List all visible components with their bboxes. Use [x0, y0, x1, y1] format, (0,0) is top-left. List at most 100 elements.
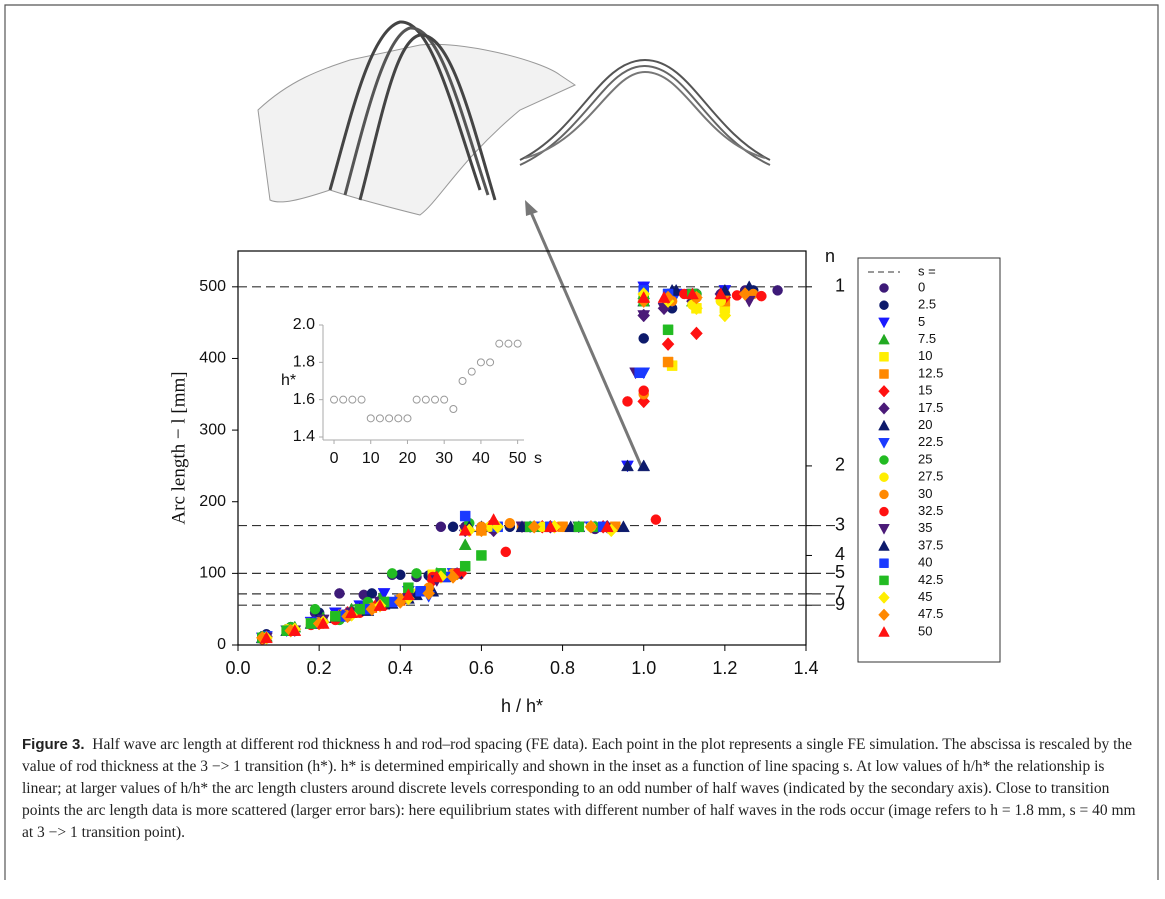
caption: Figure 3. Half wave arc length at differ… — [22, 734, 1147, 844]
legend-label: 35 — [918, 520, 932, 535]
marker — [501, 547, 511, 557]
y-tick-label: 400 — [199, 350, 226, 367]
inset-x-tick-label: 0 — [330, 450, 339, 467]
marker — [412, 568, 422, 578]
marker — [879, 403, 890, 415]
x-tick-label: 0.4 — [388, 658, 413, 678]
inset-y-title: h* — [281, 372, 296, 389]
marker — [460, 561, 470, 571]
marker — [355, 604, 365, 614]
marker — [663, 357, 673, 367]
inset-y-tick-label: 1.6 — [293, 391, 315, 408]
marker — [879, 420, 890, 430]
marker — [880, 352, 889, 361]
marker — [651, 515, 661, 525]
marker — [879, 627, 890, 637]
legend-label: 10 — [918, 348, 932, 363]
marker — [639, 386, 649, 396]
y2-axis-title: n — [825, 246, 835, 266]
y2-tick-label: 5 — [835, 562, 845, 582]
marker — [880, 490, 889, 499]
y2-tick-label: 9 — [835, 594, 845, 614]
marker — [662, 338, 674, 351]
x-tick-label: 1.0 — [631, 658, 656, 678]
inset-x-tick-label: 20 — [399, 450, 417, 467]
legend-label: 17.5 — [918, 400, 943, 415]
marker — [505, 518, 515, 528]
figure-label: Figure 3. — [22, 736, 85, 753]
marker — [880, 456, 889, 465]
legend-title: s = — [918, 263, 936, 278]
legend-label: 27.5 — [918, 469, 943, 484]
inset-y-tick-label: 1.8 — [293, 354, 315, 371]
legend-label: 30 — [918, 486, 932, 501]
marker — [663, 325, 673, 335]
legend-label: 22.5 — [918, 434, 943, 449]
marker — [880, 370, 889, 379]
inset-x-tick-label: 40 — [472, 450, 490, 467]
marker — [773, 285, 783, 295]
marker — [756, 291, 766, 301]
marker — [880, 473, 889, 482]
marker — [460, 511, 470, 521]
marker — [622, 396, 632, 406]
marker — [880, 284, 889, 293]
marker — [488, 514, 500, 525]
marker — [880, 559, 889, 568]
legend-label: 25 — [918, 451, 932, 466]
marker — [690, 327, 702, 340]
marker — [476, 550, 486, 560]
marker — [330, 611, 340, 621]
page: 01002003004005000.00.20.40.60.81.01.21.4… — [0, 0, 1165, 899]
marker — [635, 368, 645, 378]
inset-x-tick-label: 10 — [362, 450, 380, 467]
x-tick-label: 0.0 — [225, 658, 250, 678]
y2-tick-label: 3 — [835, 514, 845, 534]
legend-label: 50 — [918, 623, 932, 638]
marker — [879, 609, 890, 621]
legend-label: 37.5 — [918, 537, 943, 552]
x-tick-label: 1.2 — [712, 658, 737, 678]
marker — [459, 539, 471, 550]
inset-y-tick-label: 2.0 — [293, 316, 315, 333]
legend-label: 47.5 — [918, 606, 943, 621]
inset-x-tick-label: 50 — [509, 450, 527, 467]
legend-label: 5 — [918, 314, 925, 329]
legend-label: 20 — [918, 417, 932, 432]
marker — [880, 576, 889, 585]
x-tick-label: 0.2 — [307, 658, 332, 678]
marker — [448, 522, 458, 532]
marker — [574, 522, 584, 532]
legend-label: 12.5 — [918, 365, 943, 380]
y-tick-label: 500 — [199, 278, 226, 295]
caption-text: Half wave arc length at different rod th… — [22, 736, 1136, 841]
marker — [879, 541, 890, 551]
y2-tick-label: 1 — [835, 276, 845, 296]
legend-label: 40 — [918, 555, 932, 570]
rod-render — [258, 22, 770, 215]
legend-label: 7.5 — [918, 331, 936, 346]
marker — [879, 318, 890, 328]
marker — [879, 524, 890, 534]
legend-label: 0 — [918, 279, 925, 294]
legend-label: 45 — [918, 589, 932, 604]
marker — [879, 438, 890, 448]
marker — [879, 385, 890, 397]
marker — [334, 588, 344, 598]
y2-tick-label: 2 — [835, 455, 845, 475]
marker — [880, 301, 889, 310]
marker — [879, 334, 890, 344]
x-axis-title: h / h* — [501, 696, 543, 716]
y-tick-label: 0 — [217, 636, 226, 653]
x-tick-label: 1.4 — [793, 658, 818, 678]
marker — [310, 604, 320, 614]
y-tick-label: 100 — [199, 565, 226, 582]
y-axis-title: Arc length − l [mm] — [168, 371, 189, 524]
marker — [880, 507, 889, 516]
marker — [879, 592, 890, 604]
y-tick-label: 200 — [199, 493, 226, 510]
x-tick-label: 0.8 — [550, 658, 575, 678]
marker — [387, 568, 397, 578]
y-tick-label: 300 — [199, 421, 226, 438]
marker — [436, 522, 446, 532]
